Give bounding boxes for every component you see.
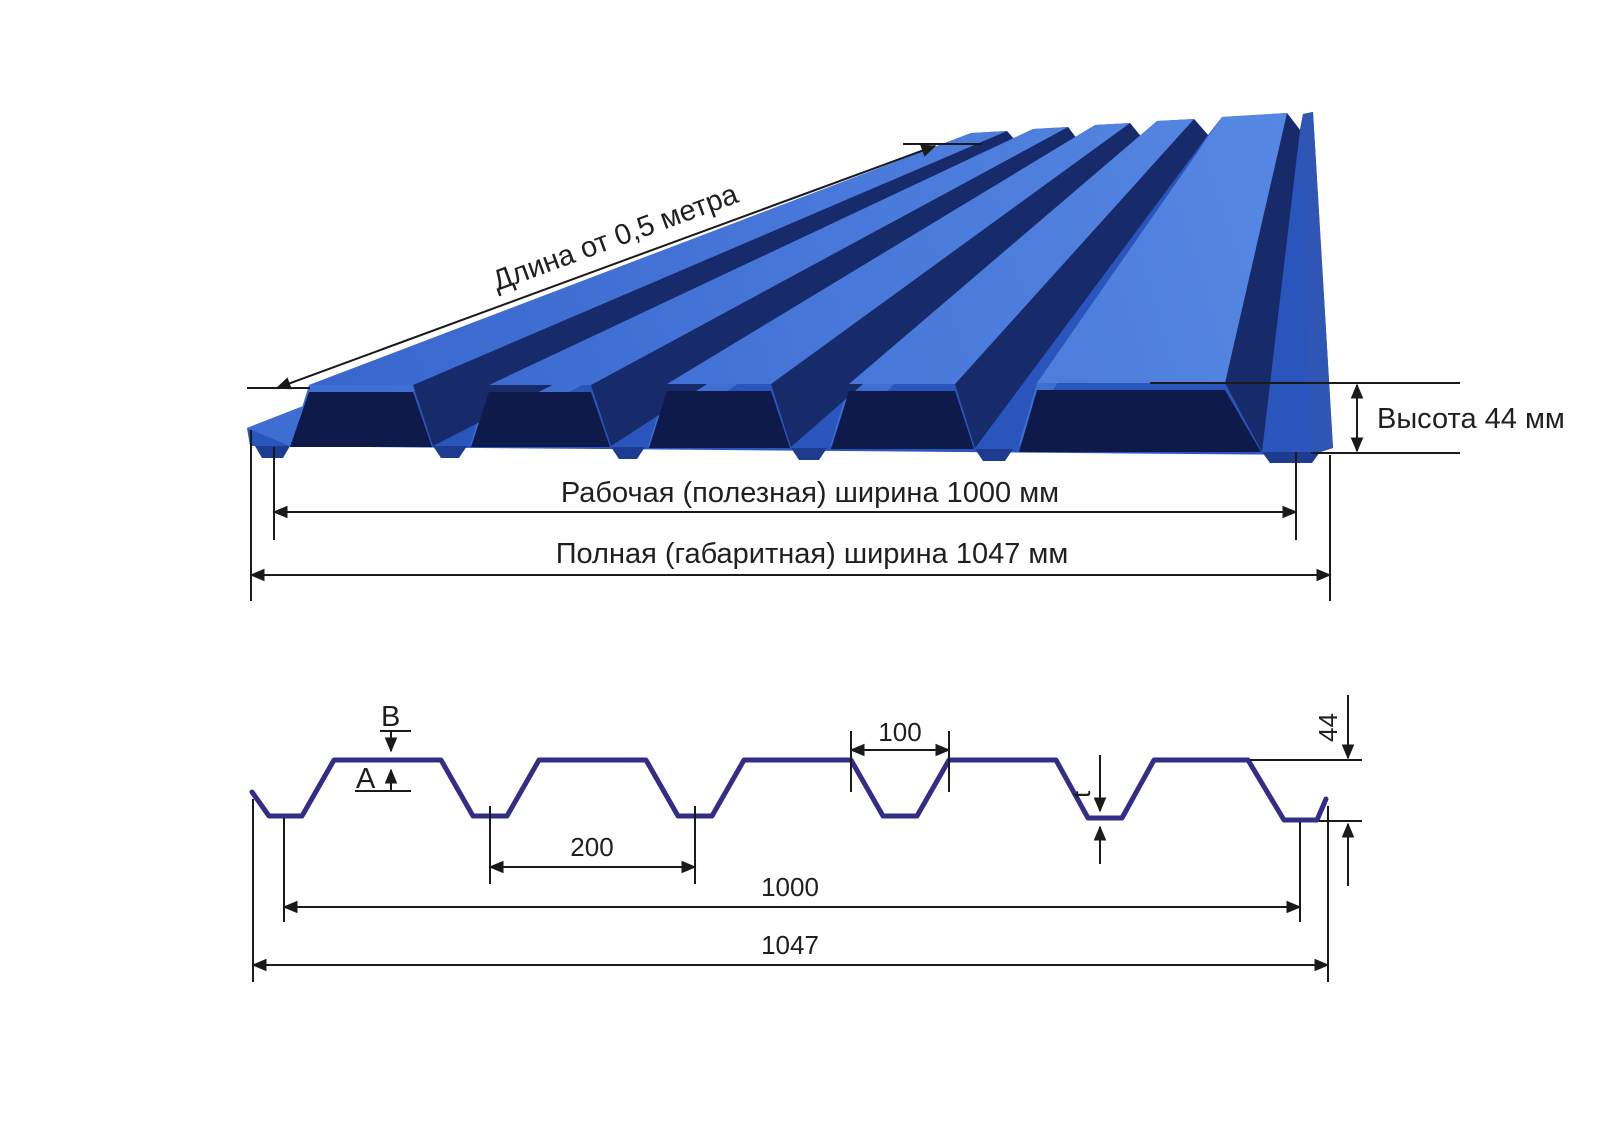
label-a: A <box>356 763 376 795</box>
dim-top-opening: 100 <box>849 717 951 792</box>
pitch-value: 200 <box>570 832 613 862</box>
sheet-3d-feet <box>255 446 1320 463</box>
dim-thickness: t <box>1066 755 1107 864</box>
label-b: B <box>381 701 400 733</box>
overall-width-label: Полная (габаритная) ширина 1047 мм <box>556 538 1069 570</box>
profile-2d-outline <box>249 757 1329 823</box>
dim-b: B <box>380 701 411 753</box>
thickness-label: t <box>1066 790 1096 798</box>
height-label: Высота 44 мм <box>1377 403 1565 435</box>
dim-height-3d: Высота 44 мм <box>1150 382 1565 454</box>
profile-height-value: 44 <box>1313 713 1343 742</box>
dim-working-width-2d: 1000 <box>282 818 1302 922</box>
dim-working-width-3d: Рабочая (полезная) ширина 1000 мм <box>272 447 1298 540</box>
overall-width-value: 1047 <box>761 930 819 960</box>
sheet-3d <box>247 112 1333 463</box>
working-width-value: 1000 <box>761 872 819 902</box>
top-opening-value: 100 <box>878 717 921 747</box>
sheet-3d-crest-tops <box>309 113 1287 385</box>
dim-overall-width-2d: 1047 <box>251 799 1330 982</box>
sheet-3d-front-openings <box>290 390 1261 452</box>
sheet-3d-right-edge <box>1300 112 1333 455</box>
dim-profile-height: 44 <box>1250 695 1362 886</box>
dim-overall-width-3d: Полная (габаритная) ширина 1047 мм <box>249 430 1332 601</box>
dim-a: A <box>355 763 411 795</box>
working-width-label: Рабочая (полезная) ширина 1000 мм <box>561 477 1059 509</box>
dim-pitch: 200 <box>488 806 697 884</box>
